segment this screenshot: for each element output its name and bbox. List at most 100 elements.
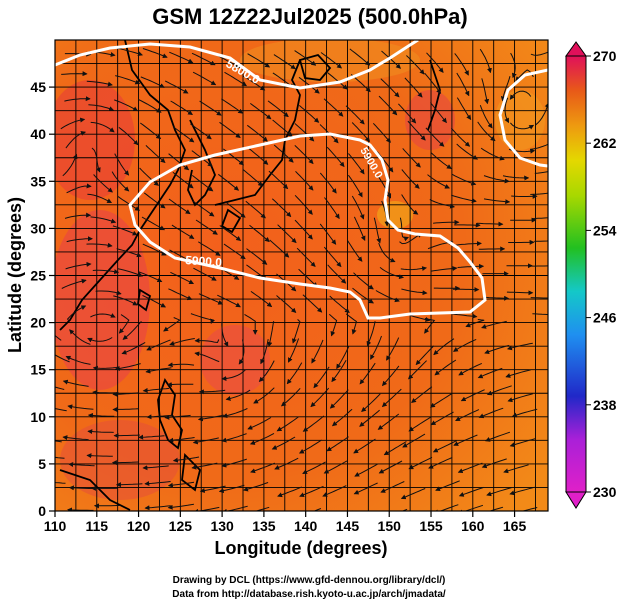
streamline xyxy=(90,216,117,224)
streamline xyxy=(294,219,313,240)
streamline xyxy=(430,102,447,124)
streamline xyxy=(329,295,350,314)
streamline xyxy=(61,278,87,289)
streamline xyxy=(137,271,163,283)
streamline xyxy=(92,269,120,275)
streamline xyxy=(319,223,337,245)
streamline xyxy=(141,216,166,231)
streamline xyxy=(502,175,530,181)
streamline xyxy=(319,172,337,194)
streamline xyxy=(122,320,142,340)
streamline xyxy=(277,224,297,244)
streamline xyxy=(242,482,269,492)
streamline xyxy=(509,90,532,100)
streamline xyxy=(511,193,538,199)
streamline xyxy=(424,72,442,94)
streamline xyxy=(377,175,392,199)
y-tick-label: 15 xyxy=(30,362,46,378)
streamline xyxy=(193,267,217,281)
streamline xyxy=(348,153,365,175)
streamline xyxy=(331,359,347,383)
streamline xyxy=(430,411,454,426)
streamline xyxy=(223,243,246,260)
streamline xyxy=(457,263,485,269)
streamline xyxy=(402,433,426,448)
streamline xyxy=(530,143,548,150)
streamline xyxy=(170,100,193,116)
streamline xyxy=(115,75,141,85)
credit-line-1: Drawing by DCL (https://www.gfd-dennou.o… xyxy=(173,575,446,586)
x-tick-label: 160 xyxy=(461,518,485,534)
streamline xyxy=(61,71,88,77)
streamline xyxy=(465,319,485,328)
streamline xyxy=(408,360,427,380)
streamline xyxy=(479,48,492,74)
streamline xyxy=(398,103,417,124)
streamline xyxy=(167,362,195,368)
streamline xyxy=(168,437,195,443)
streamline xyxy=(455,409,480,422)
streamline xyxy=(534,240,548,242)
streamline xyxy=(224,71,248,87)
x-tick-label: 145 xyxy=(336,518,360,534)
streamline xyxy=(273,144,294,163)
streamline xyxy=(381,365,400,387)
streamline xyxy=(451,313,478,319)
streamline xyxy=(64,212,92,219)
streamline xyxy=(434,359,457,376)
streamline xyxy=(246,248,268,265)
streamline xyxy=(112,391,139,397)
streamline xyxy=(138,99,162,113)
streamline xyxy=(353,216,366,242)
streamline xyxy=(247,417,272,430)
streamline xyxy=(432,440,457,453)
streamline xyxy=(351,122,371,143)
streamline xyxy=(298,105,320,123)
streamline xyxy=(295,170,314,191)
streamline xyxy=(225,389,251,401)
streamline xyxy=(238,339,245,365)
streamline xyxy=(62,153,78,177)
streamline xyxy=(431,265,458,272)
streamline xyxy=(477,121,496,142)
streamline xyxy=(478,407,504,419)
streamline xyxy=(323,98,344,117)
x-tick-label: 135 xyxy=(252,518,276,534)
streamline xyxy=(287,338,300,363)
streamline xyxy=(142,465,169,471)
streamline xyxy=(221,458,247,468)
streamline xyxy=(313,366,330,389)
streamline xyxy=(433,219,460,225)
streamline xyxy=(485,431,511,442)
streamline xyxy=(532,313,548,316)
streamline xyxy=(221,321,229,347)
streamline xyxy=(457,504,484,511)
streamline xyxy=(121,341,146,355)
y-tick-label: 20 xyxy=(30,315,46,331)
streamline xyxy=(55,386,65,390)
y-tick-label: 40 xyxy=(30,126,46,142)
streamline xyxy=(294,50,317,66)
streamline xyxy=(199,485,226,493)
streamline xyxy=(401,169,420,189)
x-tick-label: 165 xyxy=(503,518,527,534)
colorbar-tick-label: 230 xyxy=(593,484,617,500)
streamline xyxy=(117,268,144,278)
y-tick-label: 45 xyxy=(30,79,46,95)
y-tick-label: 10 xyxy=(30,409,46,425)
streamline xyxy=(68,461,95,467)
streamline xyxy=(291,319,301,344)
streamline xyxy=(164,414,191,420)
streamline xyxy=(430,392,453,408)
streamline xyxy=(328,313,338,337)
y-tick-label: 25 xyxy=(30,268,46,284)
streamline xyxy=(378,95,398,116)
streamline xyxy=(111,460,139,466)
streamline xyxy=(286,362,303,385)
x-tick-label: 110 xyxy=(44,518,67,534)
streamline xyxy=(296,247,316,267)
streamline xyxy=(359,362,376,385)
streamline xyxy=(401,288,428,296)
streamline xyxy=(87,193,113,204)
streamline xyxy=(145,145,166,164)
